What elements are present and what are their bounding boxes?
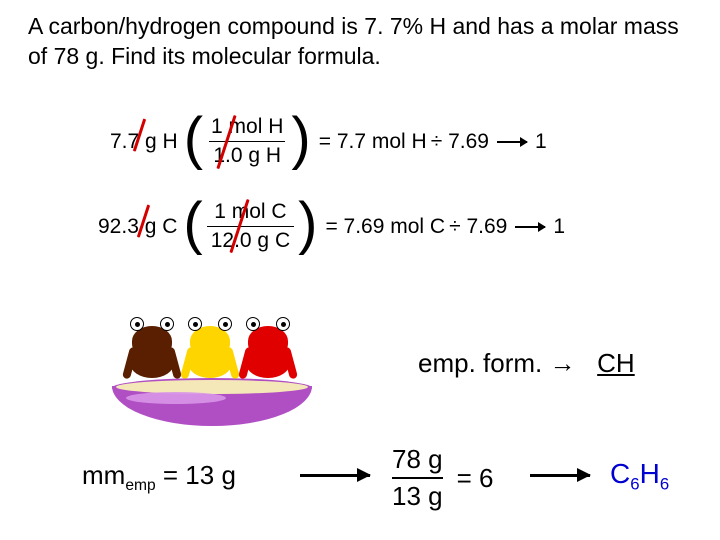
- boat-highlight: [126, 392, 226, 404]
- molecular-formula: C6H6: [610, 458, 669, 495]
- empirical-formula-line: emp. form. → CH: [418, 348, 635, 379]
- equation-carbon: 92.3 g C ( 1 mol C 12.0 g C ) = 7.69 mol…: [98, 200, 565, 253]
- mol-C: C: [610, 458, 630, 489]
- mol-c-sub: 6: [630, 475, 639, 494]
- mm-prefix: mm: [82, 460, 125, 490]
- arrow-icon: [300, 474, 370, 477]
- clipart-frogs-boat: [120, 290, 330, 430]
- emp-formula: CH: [597, 348, 635, 378]
- eq1-result: 1: [535, 130, 547, 154]
- arrow-icon: [497, 141, 527, 143]
- eq2-result: 1: [553, 215, 565, 239]
- arrow-icon: [515, 226, 545, 228]
- mm-eq: = 13 g: [156, 460, 236, 490]
- eq2-den: 12.0 g C: [207, 226, 294, 253]
- mol-H: H: [640, 458, 660, 489]
- frog-brown: [130, 317, 174, 378]
- eq1-rhs: = 7.7 mol H ÷ 7.69 1: [311, 130, 547, 154]
- arrow-icon: [530, 474, 590, 477]
- eq2-num: 1 mol C: [210, 200, 290, 226]
- eq2-fraction: 1 mol C 12.0 g C: [203, 200, 298, 253]
- frog-yellow: [188, 317, 232, 378]
- equation-hydrogen: 7.7 g H ( 1 mol H 1.0 g H ) = 7.7 mol H …: [110, 115, 547, 168]
- ratio-fraction: 78 g 13 g = 6: [392, 444, 493, 512]
- eq2-rhs: = 7.69 mol C ÷ 7.69 1: [317, 215, 565, 239]
- eq1-lead: 7.7 g H: [110, 130, 184, 154]
- boat-deck: [116, 380, 308, 394]
- eq1-div: ÷ 7.69: [431, 130, 489, 154]
- eq1-num: 1 mol H: [207, 115, 287, 141]
- ratio-num: 78 g: [392, 444, 443, 477]
- molar-mass-empirical: mmemp = 13 g: [82, 460, 236, 495]
- ratio-den: 13 g: [392, 477, 443, 512]
- ratio-eq: = 6: [457, 463, 494, 494]
- mm-sub: emp: [125, 477, 155, 494]
- eq2-div: ÷ 7.69: [449, 215, 507, 239]
- problem-statement: A carbon/hydrogen compound is 7. 7% H an…: [28, 12, 692, 72]
- arrow-icon: →: [549, 348, 575, 378]
- frog-red: [246, 317, 290, 378]
- eq1-mol: = 7.7 mol H: [319, 130, 427, 154]
- emp-label: emp. form.: [418, 348, 542, 378]
- eq2-mol: = 7.69 mol C: [325, 215, 445, 239]
- mol-h-sub: 6: [660, 475, 669, 494]
- eq1-fraction: 1 mol H 1.0 g H: [203, 115, 291, 168]
